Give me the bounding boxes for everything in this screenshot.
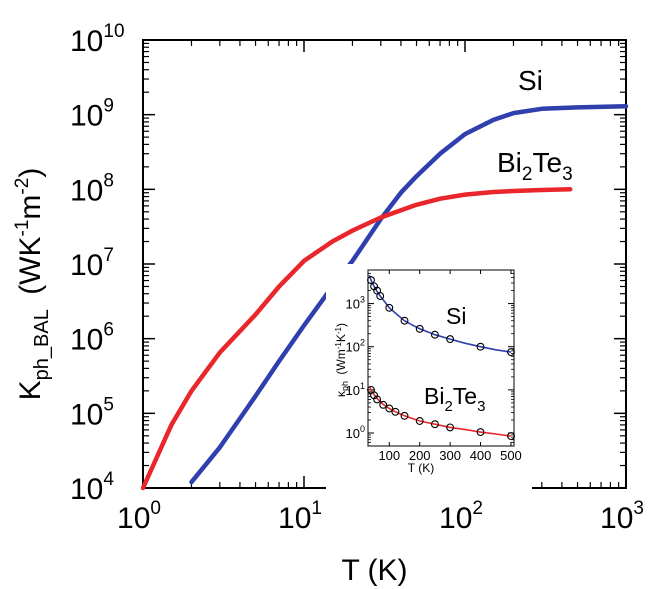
inset-data-point-si: [430, 330, 439, 339]
y-tick-label: 1010: [70, 21, 125, 58]
inset-y-tick-label: 100: [346, 424, 365, 441]
inset-data-point-si: [385, 303, 394, 312]
main-plot: 100 101 102 103 104 105 106 107 108 109 1010 T (K) K…: [12, 21, 644, 587]
y-tick-label: 108: [70, 170, 114, 207]
inset-y-axis-label: κph (Wm-1K-1): [334, 323, 350, 397]
inset-plot: 100 200 300 400 500 100 101 102 103 T (K) κph (Wm-…: [326, 264, 532, 490]
inset-frame: [367, 269, 515, 447]
x-tick-label: 102: [439, 498, 483, 535]
x-axis-label: T (K): [341, 554, 407, 587]
inset-x-axis-label: T (K): [408, 461, 434, 475]
inset-data-point-si: [446, 335, 455, 344]
inset-y-tick-label: 101: [346, 381, 365, 398]
inset-data-point-bi2te3: [446, 423, 455, 432]
y-tick-label: 105: [70, 394, 114, 431]
y-tick-label: 104: [70, 469, 114, 506]
x-tick-label: 100: [117, 498, 161, 535]
inset-data-point-bi2te3: [415, 417, 424, 425]
inset-x-tick-label: 100: [378, 448, 400, 463]
series-line-bi2te3: [140, 187, 573, 491]
series-label-bi2te3: Bi2Te3: [497, 147, 573, 185]
inset-x-tick-label: 200: [409, 448, 431, 463]
series-line-si: [189, 103, 629, 485]
inset-data-point-bi2te3: [373, 395, 382, 404]
inset-x-tick-label: 400: [470, 448, 492, 463]
inset-data-point-si: [507, 348, 515, 357]
x-tick-label: 103: [600, 498, 644, 535]
inset-background: [326, 264, 532, 490]
inset-y-tick-label: 103: [346, 295, 365, 312]
inset-fit-curve-bi2te3: [368, 386, 512, 437]
inset-data-point-si: [476, 342, 485, 351]
inset-data-point-bi2te3: [507, 432, 515, 441]
inset-data-point-bi2te3: [391, 407, 400, 416]
inset-data-point-bi2te3: [385, 404, 394, 413]
inset-data-point-bi2te3: [400, 411, 409, 420]
inset-x-tick-label: 500: [500, 448, 522, 463]
y-tick-label: 109: [70, 96, 114, 133]
inset-x-tick-label: 300: [439, 448, 461, 463]
y-axis-label: Kph_BAL (WK-1m-2): [12, 168, 53, 401]
inset-data-point-si: [415, 324, 424, 333]
inset-series-label-si: Si: [446, 303, 466, 329]
inset-data-point-bi2te3: [430, 420, 439, 429]
inset-data-point-si: [400, 316, 409, 325]
y-tick-label: 107: [70, 245, 114, 282]
inset-data-point-si: [376, 292, 385, 300]
inset-data-point-bi2te3: [476, 428, 485, 437]
y-tick-label: 106: [70, 320, 114, 357]
x-tick-label: 101: [278, 498, 322, 535]
inset-series-label-bi2te3: Bi2Te3: [424, 383, 485, 415]
inset-data-point-si: [367, 276, 375, 285]
series-label-si: Si: [518, 65, 543, 96]
inset-y-tick-label: 102: [346, 338, 365, 355]
inset-data-point-bi2te3: [379, 400, 388, 409]
